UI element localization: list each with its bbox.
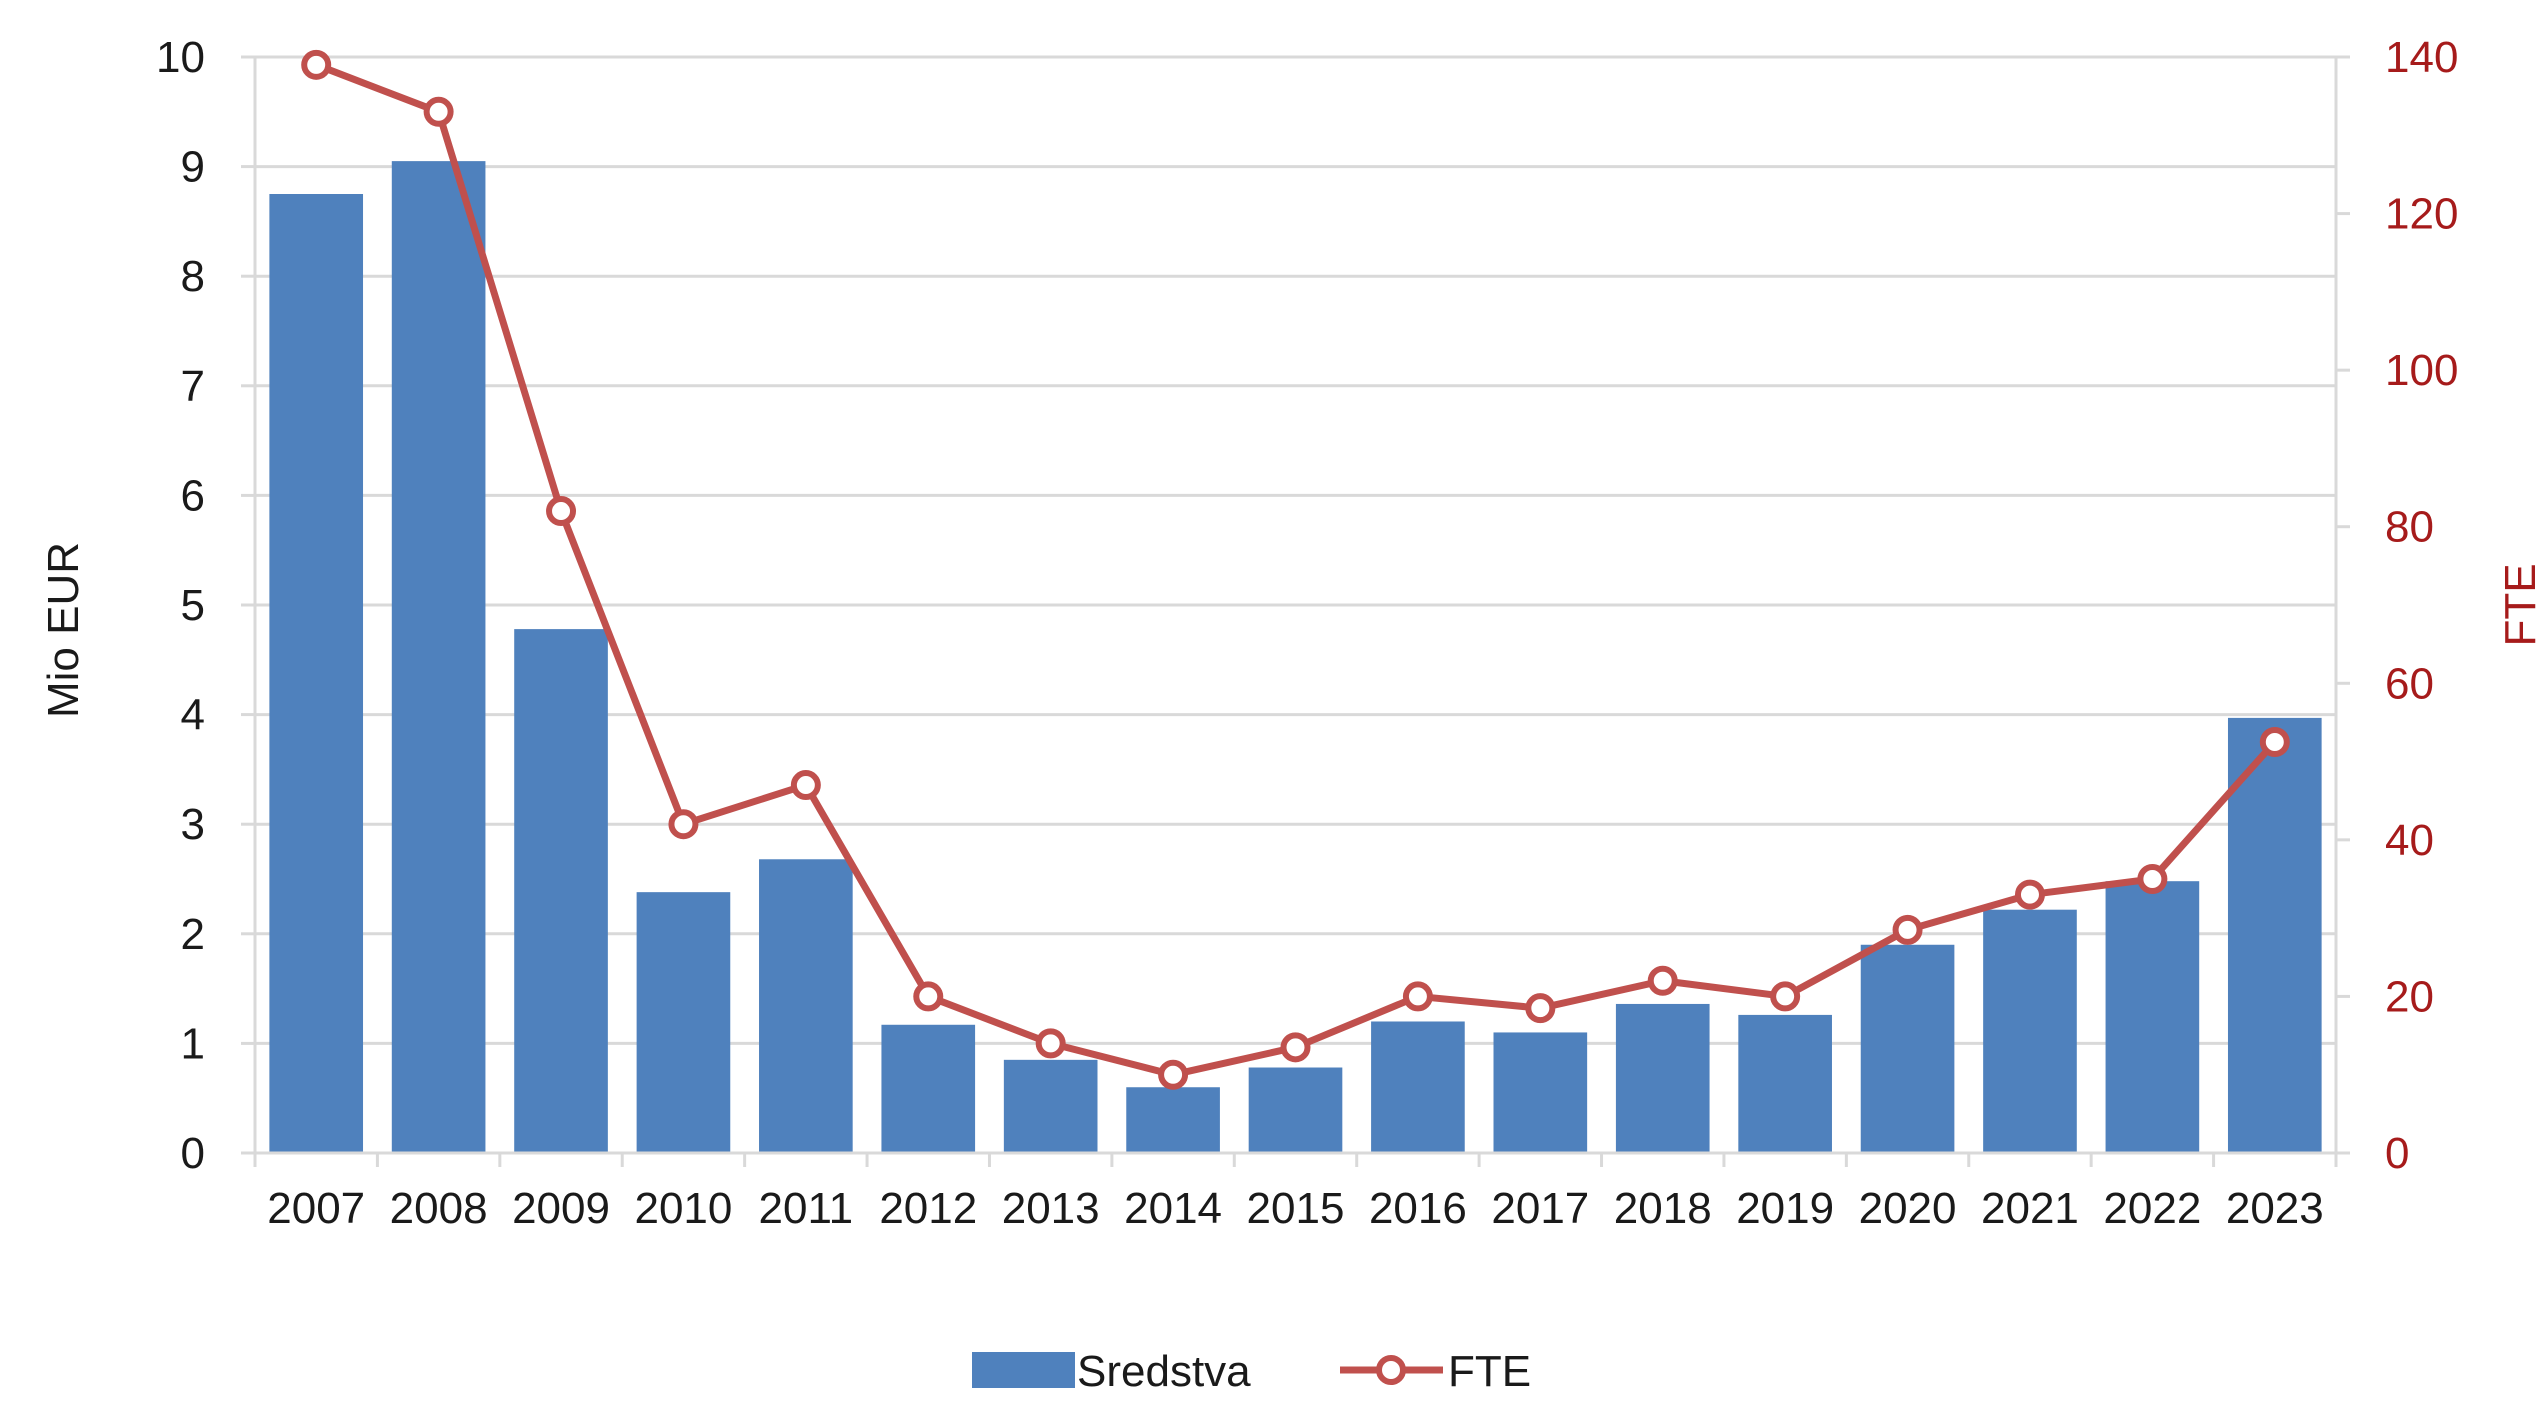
y-tick-right-140: 140	[2385, 33, 2458, 82]
x-tick-2017: 2017	[1491, 1184, 1589, 1233]
legend-label-sredstva: Sredstva	[1077, 1347, 1251, 1396]
bar-2007	[269, 194, 364, 1153]
bar-2013	[1003, 1059, 1098, 1153]
legend: Sredstva FTE	[972, 1347, 1531, 1396]
y-tick-left-8: 8	[181, 252, 205, 301]
y-tick-left-9: 9	[181, 143, 205, 192]
bar-2023	[2227, 717, 2322, 1153]
x-tick-2023: 2023	[2226, 1184, 2324, 1233]
bar-2015	[1248, 1067, 1343, 1153]
x-tick-2016: 2016	[1369, 1184, 1467, 1233]
bar-2018	[1615, 1003, 1710, 1153]
y-tick-left-2: 2	[181, 910, 205, 959]
bar-2021	[1983, 909, 2077, 1153]
y-tick-left-3: 3	[181, 800, 205, 849]
axes	[241, 55, 2350, 1167]
fte-point-2019	[1770, 981, 1801, 1012]
y-tick-right-0: 0	[2385, 1129, 2409, 1178]
fte-point-2012	[913, 981, 944, 1012]
x-tick-2011: 2011	[759, 1184, 854, 1233]
fte-point-2015	[1280, 1032, 1311, 1063]
y-tick-left-10: 10	[156, 33, 205, 82]
fte-point-2007	[301, 49, 332, 80]
fte-point-2009	[546, 496, 577, 527]
fte-line	[314, 61, 2278, 1079]
bar-2016	[1371, 1021, 1465, 1153]
fte-point-2022	[2137, 864, 2168, 894]
fte-point-2010	[668, 809, 699, 840]
x-tick-2019: 2019	[1736, 1184, 1834, 1233]
y-tick-left-4: 4	[181, 691, 205, 740]
line-series-fte	[301, 49, 2290, 1090]
y-tick-left-5: 5	[181, 581, 205, 630]
fte-point-2021	[2014, 879, 2045, 910]
fte-point-2011	[790, 770, 821, 801]
bar-2009	[514, 629, 608, 1153]
fte-point-2013	[1035, 1028, 1066, 1059]
y-tick-left-6: 6	[181, 471, 205, 520]
x-tick-2007: 2007	[267, 1184, 365, 1233]
x-tick-2013: 2013	[1002, 1184, 1100, 1233]
y-axis-title-right: FTE	[2496, 563, 2543, 646]
y-tick-right-40: 40	[2385, 816, 2434, 865]
fte-point-2014	[1158, 1059, 1189, 1090]
y-tick-left-0: 0	[181, 1129, 205, 1178]
x-tick-2021: 2021	[1981, 1184, 2079, 1233]
x-tick-2012: 2012	[879, 1184, 977, 1233]
fte-point-2018	[1647, 965, 1678, 996]
legend-label-fte: FTE	[1448, 1347, 1531, 1396]
fte-point-2016	[1402, 981, 1433, 1012]
x-tick-2015: 2015	[1247, 1184, 1345, 1233]
bar-2012	[881, 1024, 976, 1153]
x-tick-2008: 2008	[390, 1184, 488, 1233]
x-tick-2022: 2022	[2103, 1184, 2201, 1233]
bar-2010	[636, 892, 731, 1153]
y-tick-right-60: 60	[2385, 659, 2434, 708]
x-tick-2018: 2018	[1614, 1184, 1712, 1233]
x-tick-2009: 2009	[512, 1184, 610, 1233]
bar-2008	[391, 161, 486, 1153]
y-tick-right-80: 80	[2385, 503, 2434, 552]
bar-2020	[1860, 944, 1955, 1153]
y-tick-right-120: 120	[2385, 190, 2458, 239]
bar-2011	[759, 859, 853, 1153]
fte-point-2008	[423, 96, 454, 127]
y-axis-title-left: Mio EUR	[39, 542, 88, 718]
y-tick-right-100: 100	[2385, 346, 2458, 395]
bar-series-sredstva	[269, 161, 2322, 1153]
fte-point-2023	[2259, 727, 2290, 757]
bar-2017	[1493, 1032, 1588, 1153]
y-tick-left-7: 7	[181, 362, 205, 411]
fte-point-2020	[1892, 914, 1923, 945]
x-tick-2014: 2014	[1124, 1184, 1222, 1233]
legend-marker-fte	[1376, 1355, 1406, 1385]
bar-2014	[1126, 1087, 1220, 1153]
legend-swatch-sredstva	[972, 1352, 1075, 1388]
x-tick-2010: 2010	[634, 1184, 732, 1233]
fte-point-2017	[1525, 993, 1556, 1024]
y-tick-left-1: 1	[181, 1019, 205, 1068]
bar-2022	[2105, 881, 2200, 1153]
x-tick-2020: 2020	[1859, 1184, 1957, 1233]
y-tick-right-20: 20	[2385, 972, 2434, 1021]
bar-2019	[1738, 1014, 1832, 1153]
